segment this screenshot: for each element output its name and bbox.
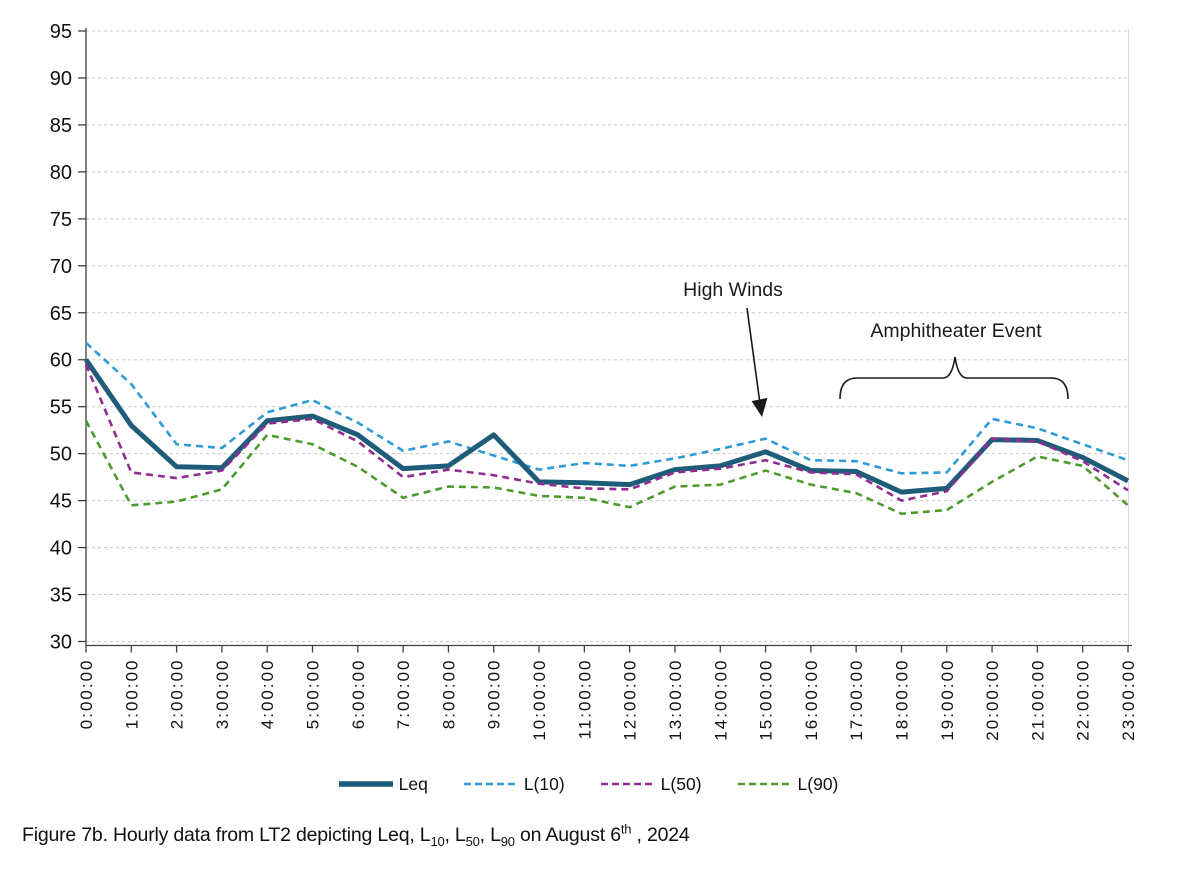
legend-swatch-dashed-line <box>737 782 792 786</box>
caption-superscript: th <box>620 821 632 837</box>
legend-swatch-dashed-line <box>600 782 655 786</box>
legend-label: L(90) <box>797 773 839 794</box>
y-tick-label: 80 <box>50 162 72 184</box>
legend-swatch-solid-line <box>338 781 393 787</box>
high-winds-arrow-line <box>746 307 761 401</box>
y-tick-label: 65 <box>50 303 72 325</box>
amphitheater-event-bracket <box>839 356 1069 400</box>
high-winds-label: High Winds <box>683 279 783 301</box>
caption-subscript: 90 <box>500 833 515 849</box>
x-tick-label: 20:00:00 <box>983 659 1002 741</box>
x-tick-label: 7:00:00 <box>394 659 413 730</box>
y-tick-label: 50 <box>50 444 72 466</box>
caption-subscript: 10 <box>430 833 445 849</box>
amphitheater-event-label: Amphitheater Event <box>870 320 1042 342</box>
x-tick-label: 3:00:00 <box>213 659 232 730</box>
caption-text: , L <box>479 824 501 846</box>
x-tick-label: 22:00:00 <box>1074 659 1093 741</box>
legend-item-l10: L(10) <box>463 773 565 795</box>
legend-item-l50: L(50) <box>600 773 702 795</box>
y-tick-label: 75 <box>50 209 72 231</box>
caption-text: on August 6 <box>514 824 621 846</box>
y-tick-label: 45 <box>50 491 72 513</box>
x-tick-label: 15:00:00 <box>757 659 776 741</box>
x-tick-label: 19:00:00 <box>938 659 957 741</box>
x-tick-label: 10:00:00 <box>530 659 549 741</box>
caption-text: , L <box>444 824 466 846</box>
annotation-amphitheater-event: Amphitheater Event <box>870 320 1041 343</box>
x-tick-label: 18:00:00 <box>892 659 911 741</box>
series-leq <box>83 358 1130 495</box>
series-l10 <box>85 341 1129 475</box>
figure-caption: Figure 7b. Hourly data from LT2 depictin… <box>22 821 690 849</box>
x-tick-label: 0:00:00 <box>77 659 96 730</box>
high-winds-arrowhead <box>751 397 768 417</box>
x-tick-label: 6:00:00 <box>349 659 368 730</box>
y-tick-label: 95 <box>50 21 72 43</box>
x-tick-label: 17:00:00 <box>847 659 866 741</box>
x-tick-label: 9:00:00 <box>485 659 504 730</box>
caption-subscript: 50 <box>465 833 480 849</box>
y-tick-label: 70 <box>50 256 72 278</box>
x-tick-label: 2:00:00 <box>168 659 187 730</box>
y-tick-label: 30 <box>50 632 72 654</box>
x-tick-label: 4:00:00 <box>258 659 277 730</box>
legend-item-l90: L(90) <box>737 773 839 795</box>
y-tick-label: 40 <box>50 538 72 560</box>
legend-label: Leq <box>398 773 428 794</box>
legend-swatch-dashed-line <box>463 782 518 786</box>
x-tick-label: 12:00:00 <box>621 659 640 741</box>
legend-label: L(10) <box>523 773 565 794</box>
y-tick-label: 85 <box>50 115 72 137</box>
chart-legend: Leq L(10) L(50) L(90) <box>0 770 1177 798</box>
annotation-high-winds: High Winds <box>683 279 783 302</box>
x-tick-label: 14:00:00 <box>711 659 730 741</box>
x-tick-label: 16:00:00 <box>802 659 821 741</box>
line-chart: 30 35 40 45 50 55 60 65 70 75 80 85 90 95 0:00:00 1:00:… <box>50 21 1138 741</box>
x-tick-label: 8:00:00 <box>439 659 458 730</box>
x-tick-label: 23:00:00 <box>1119 659 1138 741</box>
caption-text: , 2024 <box>631 824 690 846</box>
series-l90 <box>84 420 1129 516</box>
y-tick-label: 90 <box>50 68 72 90</box>
x-tick-label: 1:00:00 <box>122 659 141 730</box>
x-tick-label: 13:00:00 <box>666 659 685 741</box>
legend-item-leq: Leq <box>338 773 428 795</box>
series-l50 <box>84 363 1129 502</box>
x-tick-label: 21:00:00 <box>1028 659 1047 741</box>
x-tick-label: 11:00:00 <box>575 659 594 740</box>
x-tick-label: 5:00:00 <box>304 659 323 730</box>
y-tick-label: 55 <box>50 397 72 419</box>
caption-text: Figure 7b. Hourly data from LT2 depictin… <box>22 824 431 846</box>
legend-label: L(50) <box>660 773 702 794</box>
y-tick-label: 60 <box>50 350 72 372</box>
y-tick-label: 35 <box>50 585 72 607</box>
